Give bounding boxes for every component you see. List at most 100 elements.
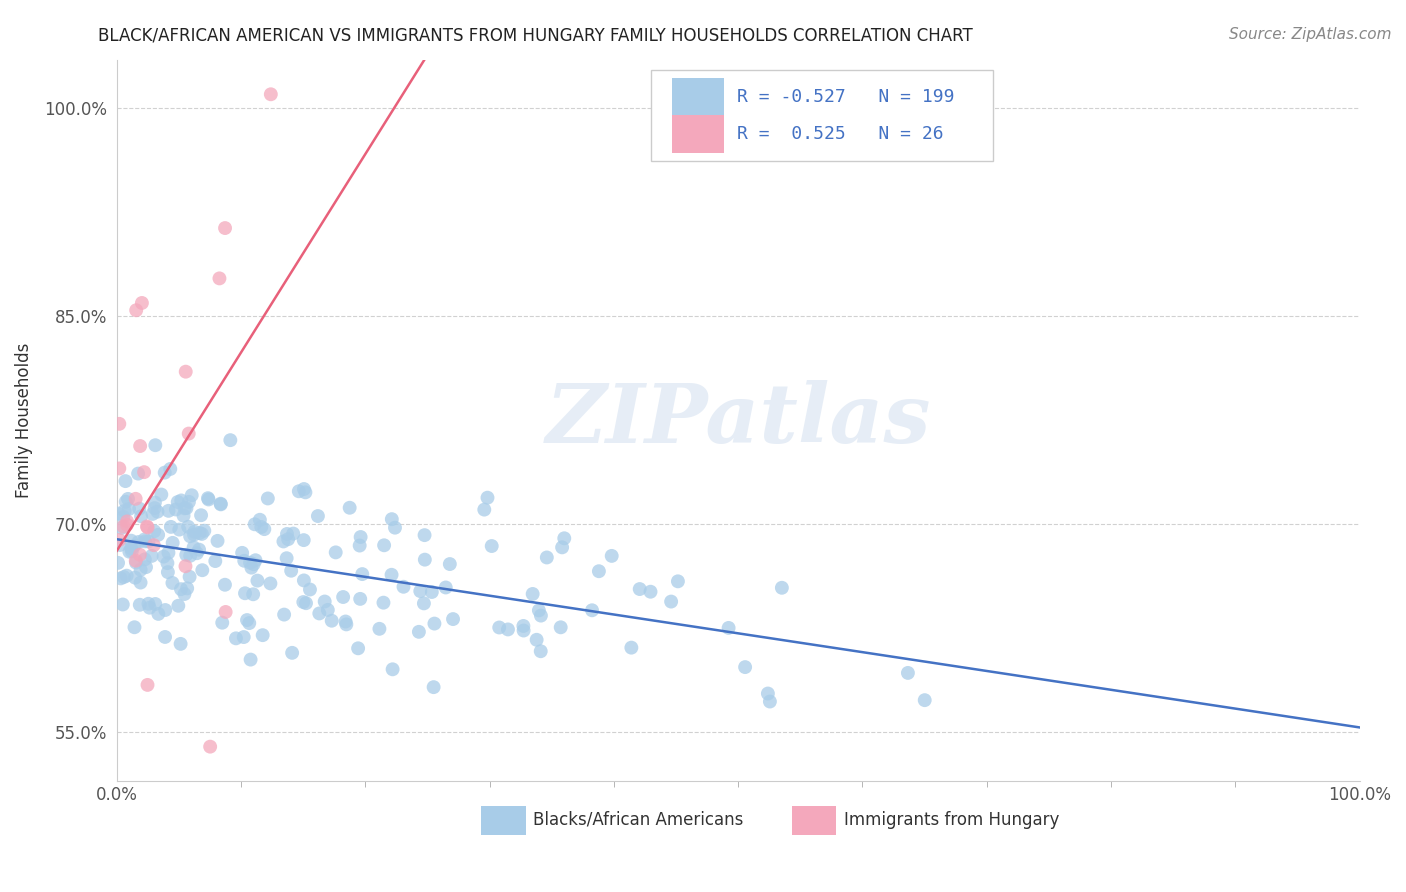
- Point: [527, 603, 550, 617]
- Point: [349, 591, 371, 606]
- Point: [129, 563, 152, 577]
- Point: [373, 596, 395, 610]
- Point: [238, 616, 260, 631]
- Point: [143, 495, 166, 509]
- Point: [156, 556, 179, 570]
- Point: [734, 660, 756, 674]
- Point: [288, 484, 311, 499]
- Point: [135, 560, 157, 574]
- Point: [280, 564, 302, 578]
- Point: [325, 545, 347, 559]
- Point: [146, 528, 169, 542]
- FancyBboxPatch shape: [481, 806, 526, 835]
- Point: [174, 365, 197, 379]
- Point: [413, 552, 436, 566]
- Point: [349, 539, 371, 553]
- Point: [240, 560, 263, 574]
- Point: [191, 563, 214, 577]
- Point: [188, 526, 211, 541]
- FancyBboxPatch shape: [672, 115, 724, 153]
- Point: [260, 87, 283, 102]
- Point: [292, 482, 315, 496]
- Point: [756, 686, 779, 700]
- Point: [259, 576, 281, 591]
- Point: [620, 640, 643, 655]
- Point: [897, 665, 920, 680]
- Point: [107, 556, 129, 570]
- Point: [292, 595, 315, 609]
- Point: [512, 624, 534, 638]
- Point: [129, 509, 152, 524]
- Point: [186, 546, 208, 560]
- Text: Immigrants from Hungary: Immigrants from Hungary: [844, 811, 1059, 829]
- Point: [292, 533, 315, 548]
- Point: [173, 508, 195, 523]
- Point: [496, 623, 519, 637]
- Y-axis label: Family Households: Family Households: [15, 343, 32, 498]
- Point: [108, 533, 131, 547]
- Point: [120, 541, 142, 556]
- Point: [157, 504, 180, 518]
- Point: [439, 557, 461, 571]
- Point: [198, 739, 221, 754]
- Point: [114, 474, 136, 488]
- Point: [138, 534, 160, 549]
- Point: [488, 620, 510, 634]
- Point: [122, 539, 145, 553]
- Point: [526, 632, 548, 647]
- Point: [153, 466, 176, 480]
- Point: [307, 509, 329, 524]
- Point: [165, 502, 187, 516]
- Point: [177, 520, 200, 534]
- Point: [316, 603, 339, 617]
- Point: [219, 433, 242, 447]
- Point: [335, 617, 357, 632]
- Point: [770, 581, 793, 595]
- Point: [115, 568, 138, 582]
- Point: [132, 465, 155, 479]
- Point: [233, 554, 256, 568]
- Point: [177, 426, 200, 441]
- Point: [423, 616, 446, 631]
- Point: [114, 504, 136, 518]
- Point: [232, 630, 254, 644]
- Point: [381, 512, 404, 526]
- Point: [174, 559, 197, 574]
- Point: [243, 517, 266, 532]
- Point: [252, 628, 274, 642]
- Point: [152, 549, 174, 564]
- Point: [110, 571, 132, 585]
- Point: [292, 574, 315, 588]
- Point: [153, 630, 176, 644]
- Text: BLACK/AFRICAN AMERICAN VS IMMIGRANTS FROM HUNGARY FAMILY HOUSEHOLDS CORRELATION : BLACK/AFRICAN AMERICAN VS IMMIGRANTS FRO…: [98, 27, 973, 45]
- Point: [120, 533, 142, 548]
- Point: [128, 535, 150, 549]
- Point: [138, 597, 160, 611]
- Point: [155, 603, 177, 617]
- Point: [273, 534, 295, 549]
- Point: [420, 585, 443, 599]
- Point: [281, 646, 304, 660]
- Point: [108, 461, 131, 475]
- Point: [112, 570, 135, 584]
- Point: [373, 538, 395, 552]
- Point: [640, 584, 662, 599]
- Text: Blacks/African Americans: Blacks/African Americans: [533, 811, 744, 829]
- Point: [368, 622, 391, 636]
- Point: [129, 439, 152, 453]
- Point: [581, 603, 603, 617]
- Point: [209, 497, 232, 511]
- Point: [204, 554, 226, 568]
- Point: [114, 495, 136, 509]
- Point: [314, 594, 336, 608]
- Point: [208, 271, 231, 285]
- Point: [298, 582, 321, 597]
- Point: [169, 523, 191, 537]
- Point: [173, 587, 195, 601]
- Point: [135, 519, 157, 533]
- Point: [148, 607, 170, 621]
- Point: [249, 513, 271, 527]
- Point: [107, 507, 129, 521]
- Point: [214, 221, 236, 235]
- Point: [128, 501, 150, 516]
